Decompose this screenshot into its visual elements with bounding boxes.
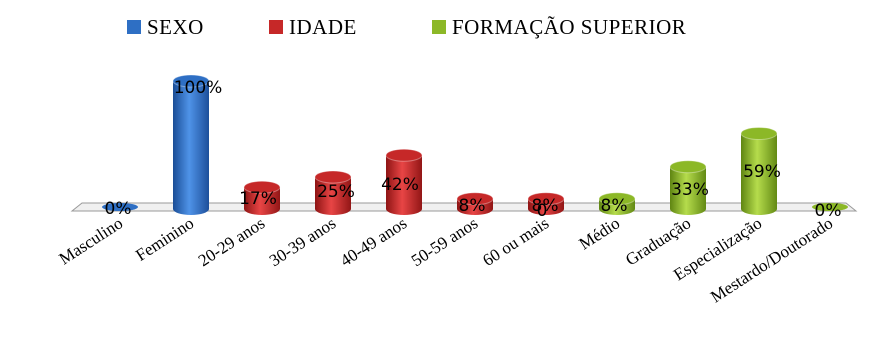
bars: [102, 74, 848, 215]
tick-label-20-29-anos: 20-29 anos: [195, 213, 268, 270]
legend-swatch: [127, 20, 141, 34]
data-label-masculino: 0%: [105, 199, 132, 219]
tick-label-50-59-anos: 50-59 anos: [408, 213, 481, 270]
legend-item-idade: IDADE: [269, 15, 357, 39]
bar-top: [598, 192, 636, 206]
bar-top: [812, 203, 848, 211]
bar-top: [740, 126, 778, 140]
tick-label-mestardo-doutorado: Mestardo/Doutorado: [707, 213, 836, 306]
bar-body: [315, 177, 351, 215]
tick-label-medio: Médio: [576, 213, 624, 253]
bar-top: [172, 74, 210, 88]
bar-50-59-anos: [456, 192, 494, 215]
data-labels: 0% 100% 17% 25% 42% 8% 8% 8% 33% 59% 0% 0: [105, 78, 842, 221]
bar-medio: [598, 192, 636, 215]
bar-60-ou-mais: [527, 192, 565, 215]
legend-item-formacao-superior: FORMAÇÃO SUPERIOR: [432, 15, 686, 39]
bar-top: [243, 180, 281, 194]
bar-top: [456, 192, 494, 206]
bar-top: [314, 170, 352, 184]
bar-feminino: [172, 74, 210, 215]
tick-label-40-49-anos: 40-49 anos: [337, 213, 410, 270]
bar-mestardo-doutorado: [812, 203, 848, 211]
tick-label-feminino: Feminino: [132, 213, 197, 264]
bar-body: [741, 133, 777, 215]
legend-label: FORMAÇÃO SUPERIOR: [452, 15, 686, 39]
extra-label: 0: [537, 201, 548, 221]
bar-body: [244, 187, 280, 215]
bar-especializacao: [740, 126, 778, 215]
data-label-50-59-anos: 8%: [459, 196, 486, 216]
legend-swatch: [432, 20, 446, 34]
bar-top: [385, 148, 423, 162]
data-label-20-29-anos: 17%: [239, 189, 277, 209]
data-label-30-39-anos: 25%: [317, 182, 355, 202]
data-label-feminino: 100%: [174, 78, 223, 98]
tick-label-60-ou-mais: 60 ou mais: [479, 213, 552, 270]
data-label-graduacao: 33%: [671, 180, 709, 200]
bar-body: [670, 166, 706, 215]
bar-body: [173, 81, 209, 215]
bar-20-29-anos: [243, 180, 281, 215]
bar-30-39-anos: [314, 170, 352, 215]
bar-40-49-anos: [385, 148, 423, 215]
data-label-40-49-anos: 42%: [381, 175, 419, 195]
legend-swatch: [269, 20, 283, 34]
legend-label: IDADE: [289, 15, 357, 39]
bar-top: [527, 192, 565, 206]
bar-body: [386, 155, 422, 215]
legend: SEXO IDADE FORMAÇÃO SUPERIOR: [127, 15, 686, 39]
legend-label: SEXO: [147, 15, 204, 39]
data-label-60-ou-mais: 8%: [532, 196, 559, 216]
data-label-medio: 8%: [601, 196, 628, 216]
tick-label-30-39-anos: 30-39 anos: [266, 213, 339, 270]
bar-top: [102, 203, 138, 211]
bar-masculino: [102, 203, 138, 211]
data-label-mestardo-doutorado: 0%: [815, 201, 842, 221]
tick-label-masculino: Masculino: [56, 213, 127, 268]
bar-graduacao: [669, 160, 707, 215]
data-label-especializacao: 59%: [743, 162, 781, 182]
legend-item-sexo: SEXO: [127, 15, 204, 39]
bar-top: [669, 160, 707, 174]
